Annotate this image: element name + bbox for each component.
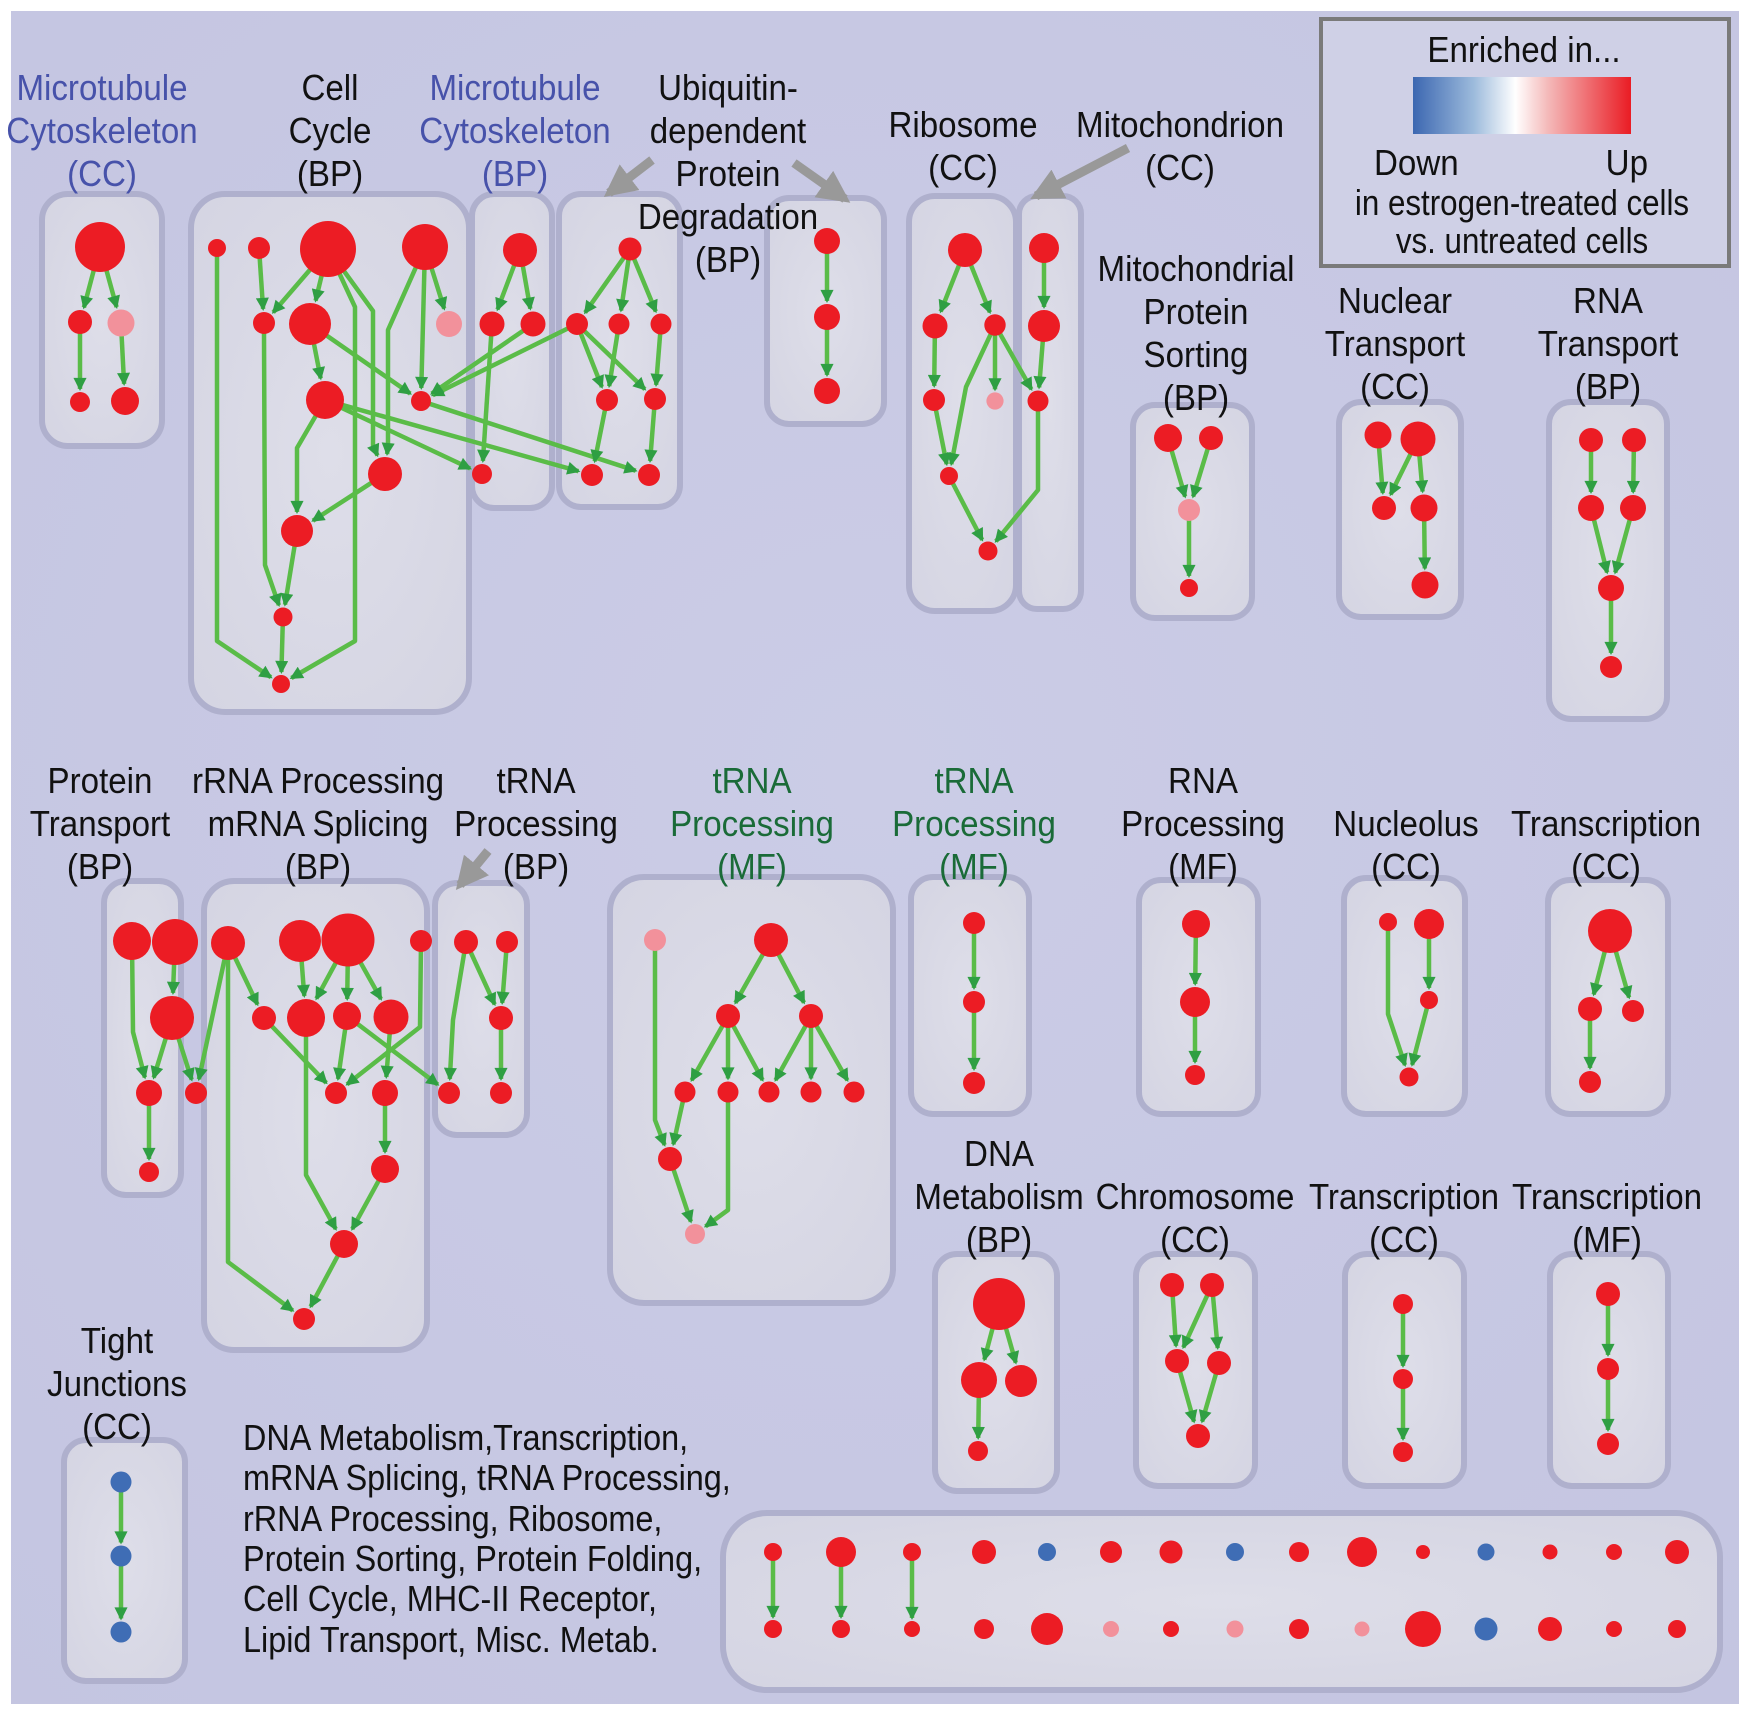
svg-text:Transcription: Transcription <box>1511 805 1701 845</box>
svg-text:Microtubule: Microtubule <box>16 69 187 109</box>
svg-text:(BP): (BP) <box>1575 368 1641 408</box>
svg-text:(CC): (CC) <box>1571 848 1641 888</box>
svg-text:Protein: Protein <box>1144 293 1249 333</box>
svg-text:(CC): (CC) <box>1360 368 1430 408</box>
svg-text:Transcription: Transcription <box>1309 1178 1499 1218</box>
svg-text:in estrogen-treated cells: in estrogen-treated cells <box>1355 183 1689 224</box>
svg-text:DNA: DNA <box>964 1135 1034 1175</box>
svg-text:Cytoskeleton: Cytoskeleton <box>6 112 197 152</box>
svg-text:Down: Down <box>1374 144 1459 184</box>
svg-text:Transcription: Transcription <box>1512 1178 1702 1218</box>
svg-text:Mitochondrial: Mitochondrial <box>1098 250 1295 290</box>
svg-text:(BP): (BP) <box>966 1221 1032 1261</box>
svg-text:(CC): (CC) <box>67 155 137 195</box>
svg-text:Up: Up <box>1606 144 1648 184</box>
svg-text:Tight: Tight <box>81 1322 154 1362</box>
svg-text:(CC): (CC) <box>82 1408 152 1448</box>
svg-text:(MF): (MF) <box>1168 848 1238 888</box>
svg-text:(BP): (BP) <box>297 155 363 195</box>
svg-text:rRNA Processing, Ribosome,: rRNA Processing, Ribosome, <box>243 1499 662 1539</box>
svg-text:Sorting: Sorting <box>1144 336 1249 376</box>
svg-text:(MF): (MF) <box>717 848 787 888</box>
svg-text:dependent: dependent <box>650 112 807 152</box>
svg-text:Nuclear: Nuclear <box>1338 282 1452 322</box>
svg-text:(CC): (CC) <box>928 149 998 189</box>
svg-text:(CC): (CC) <box>1371 848 1441 888</box>
svg-text:Degradation: Degradation <box>638 198 818 238</box>
svg-text:tRNA: tRNA <box>496 762 575 802</box>
svg-text:Processing: Processing <box>454 805 618 845</box>
svg-text:RNA: RNA <box>1573 282 1643 322</box>
svg-text:tRNA: tRNA <box>934 762 1013 802</box>
svg-text:Protein: Protein <box>48 762 153 802</box>
svg-text:mRNA Splicing: mRNA Splicing <box>208 805 429 845</box>
svg-text:Lipid Transport, Misc. Metab.: Lipid Transport, Misc. Metab. <box>243 1620 659 1660</box>
svg-text:Cell Cycle, MHC-II Receptor,: Cell Cycle, MHC-II Receptor, <box>243 1579 657 1619</box>
svg-text:Metabolism: Metabolism <box>914 1178 1083 1218</box>
svg-text:Junctions: Junctions <box>47 1365 187 1405</box>
svg-text:Microtubule: Microtubule <box>429 69 600 109</box>
svg-text:RNA: RNA <box>1168 762 1238 802</box>
svg-text:(BP): (BP) <box>285 848 351 888</box>
svg-text:mRNA Splicing, tRNA Processing: mRNA Splicing, tRNA Processing, <box>243 1458 731 1498</box>
svg-text:rRNA Processing: rRNA Processing <box>192 762 444 802</box>
svg-text:(BP): (BP) <box>482 155 548 195</box>
svg-text:vs. untreated cells: vs. untreated cells <box>1396 221 1648 262</box>
svg-text:DNA Metabolism,Transcription,: DNA Metabolism,Transcription, <box>243 1418 688 1458</box>
svg-text:(BP): (BP) <box>67 848 133 888</box>
svg-text:Chromosome: Chromosome <box>1096 1178 1295 1218</box>
svg-text:Mitochondrion: Mitochondrion <box>1076 106 1284 146</box>
svg-text:Ubiquitin-: Ubiquitin- <box>658 69 798 109</box>
svg-text:Protein: Protein <box>676 155 781 195</box>
svg-text:Processing: Processing <box>670 805 834 845</box>
svg-text:Transport: Transport <box>1325 325 1466 365</box>
svg-text:(CC): (CC) <box>1369 1221 1439 1261</box>
svg-text:Cell: Cell <box>301 69 358 109</box>
svg-text:Enriched in...: Enriched in... <box>1427 31 1620 71</box>
svg-text:(BP): (BP) <box>1163 379 1229 419</box>
svg-text:Cycle: Cycle <box>289 112 372 152</box>
svg-text:Transport: Transport <box>30 805 171 845</box>
svg-text:Protein Sorting, Protein Foldi: Protein Sorting, Protein Folding, <box>243 1539 702 1579</box>
svg-text:Cytoskeleton: Cytoskeleton <box>419 112 610 152</box>
svg-text:Nucleolus: Nucleolus <box>1333 805 1478 845</box>
svg-text:tRNA: tRNA <box>712 762 791 802</box>
svg-text:(MF): (MF) <box>1572 1221 1642 1261</box>
svg-text:Processing: Processing <box>1121 805 1285 845</box>
svg-text:(BP): (BP) <box>695 241 761 281</box>
svg-text:(MF): (MF) <box>939 848 1009 888</box>
svg-text:(CC): (CC) <box>1160 1221 1230 1261</box>
svg-text:Transport: Transport <box>1538 325 1679 365</box>
svg-text:Processing: Processing <box>892 805 1056 845</box>
svg-text:(BP): (BP) <box>503 848 569 888</box>
svg-text:Ribosome: Ribosome <box>888 106 1037 146</box>
svg-text:(CC): (CC) <box>1145 149 1215 189</box>
